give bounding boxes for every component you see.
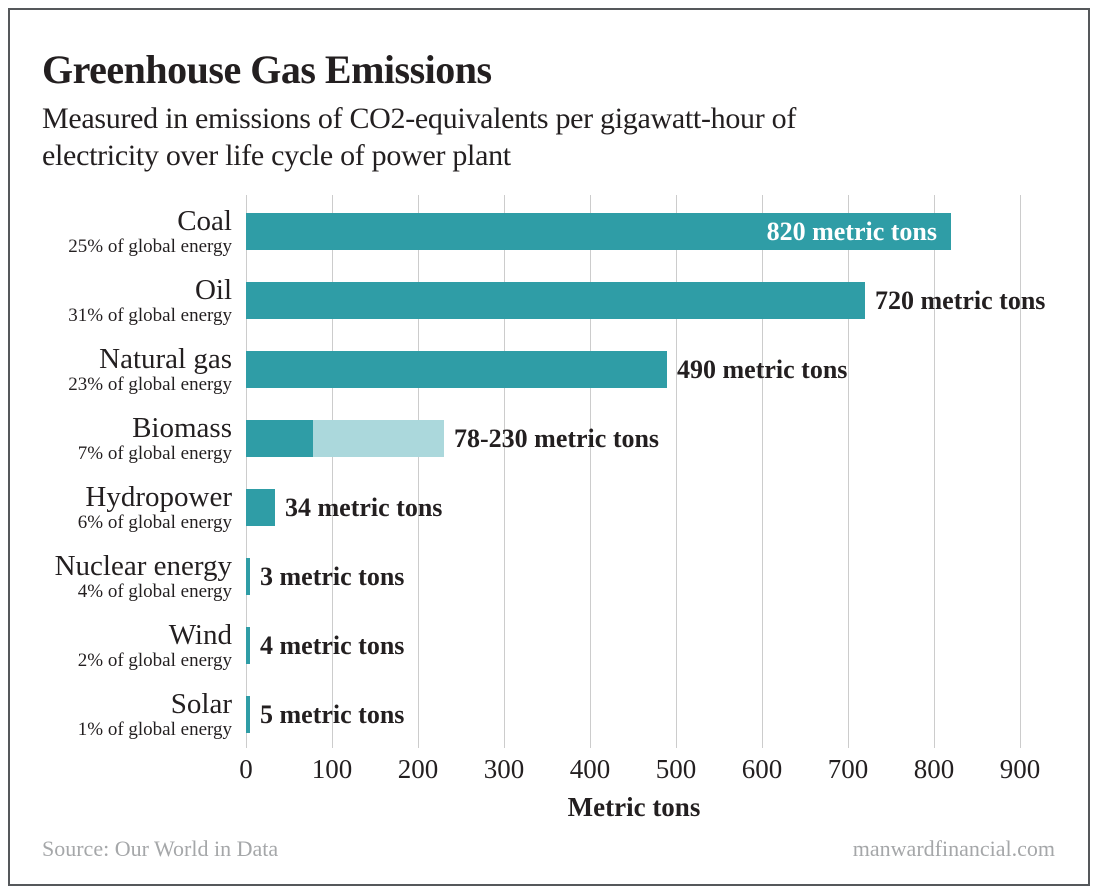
gridline-0 <box>246 195 247 748</box>
bar-nuclear-energy <box>246 558 250 595</box>
gridline-200 <box>418 195 419 748</box>
x-tick-label-200: 200 <box>397 754 439 784</box>
bar-range-min-segment <box>246 420 313 457</box>
gridline-900 <box>1020 195 1021 748</box>
x-tick-label-500: 500 <box>655 754 697 784</box>
bar-row-wind: Wind 2% of global energy 4 metric tons <box>10 611 1088 680</box>
bar-natural-gas <box>246 351 667 388</box>
x-tick-label-400: 400 <box>569 754 611 784</box>
gridline-400 <box>590 195 591 748</box>
bar-row-coal: Coal 25% of global energy 820 metric tons <box>10 197 1088 266</box>
bar-category-label: Biomass <box>132 411 232 444</box>
bar-row-nuclear-energy: Nuclear energy 4% of global energy 3 metri… <box>10 542 1088 611</box>
x-tick-label-100: 100 <box>311 754 353 784</box>
bar-category-sublabel: 7% of global energy <box>77 442 232 464</box>
chart-title: Greenhouse Gas Emissions <box>42 47 492 92</box>
chart-subtitle: Measured in emissions of CO2-equivalents… <box>42 100 796 174</box>
bar-value-label: 4 metric tons <box>260 631 405 660</box>
bar-category-label: Solar <box>170 687 232 720</box>
bar-row-natural-gas: Natural gas 23% of global energy 490 metri… <box>10 335 1088 404</box>
bar-row-biomass: Biomass 7% of global energy 78-230 metric … <box>10 404 1088 473</box>
bar-category-sublabel: 23% of global energy <box>68 373 232 395</box>
bar-value-label: 5 metric tons <box>260 700 405 729</box>
bar-category-sublabel: 1% of global energy <box>77 718 232 740</box>
chart-frame: Greenhouse Gas Emissions Measured in emi… <box>8 8 1090 886</box>
bar-oil <box>246 282 865 319</box>
bar-hydropower <box>246 489 275 526</box>
plot-gridlines <box>246 195 1022 748</box>
bar-rows: Coal 25% of global energy 820 metric tons O… <box>10 197 1088 749</box>
bar-category-label-box: Solar 1% of global energy <box>10 680 232 749</box>
x-tick-label-600: 600 <box>741 754 783 784</box>
gridline-300 <box>504 195 505 748</box>
source-note: Source: Our World in Data <box>42 836 279 861</box>
x-tick-label-900: 900 <box>999 754 1041 784</box>
bar-row-hydropower: Hydropower 6% of global energy 34 metric t… <box>10 473 1088 542</box>
bar-category-label: Wind <box>168 618 232 651</box>
bar-category-sublabel: 6% of global energy <box>77 511 232 533</box>
gridline-500 <box>676 195 677 748</box>
website-credit: manwardfinancial.com <box>852 836 1055 861</box>
bar-category-sublabel: 2% of global energy <box>77 649 232 671</box>
bar-category-label: Natural gas <box>99 342 232 375</box>
x-tick-label-0: 0 <box>239 754 253 784</box>
chart-subtitle-line-1: Measured in emissions of CO2-equivalents… <box>42 102 797 135</box>
bar-biomass <box>246 420 444 457</box>
bar-category-label-box: Nuclear energy 4% of global energy <box>10 542 232 611</box>
bar-category-sublabel: 25% of global energy <box>68 235 232 257</box>
bar-value-label: 3 metric tons <box>260 562 405 591</box>
bar-value-label: 490 metric tons <box>677 355 848 384</box>
bar-category-label-box: Coal 25% of global energy <box>10 197 232 266</box>
gridline-800 <box>934 195 935 748</box>
bar-category-label: Coal <box>177 204 232 237</box>
bar-coal: 820 metric tons <box>246 213 951 250</box>
bar-category-sublabel: 4% of global energy <box>77 580 232 602</box>
chart-subtitle-line-2: electricity over life cycle of power pla… <box>42 139 511 172</box>
bar-category-label-box: Hydropower 6% of global energy <box>10 473 232 542</box>
bar-category-label-box: Wind 2% of global energy <box>10 611 232 680</box>
bar-row-oil: Oil 31% of global energy 720 metric tons <box>10 266 1088 335</box>
bar-category-label-box: Oil 31% of global energy <box>10 266 232 335</box>
gridline-100 <box>332 195 333 748</box>
bar-solar <box>246 696 250 733</box>
bar-value-label: 720 metric tons <box>875 286 1046 315</box>
x-tick-label-300: 300 <box>483 754 525 784</box>
bar-category-label-box: Biomass 7% of global energy <box>10 404 232 473</box>
x-tick-label-700: 700 <box>827 754 869 784</box>
bar-category-sublabel: 31% of global energy <box>68 304 232 326</box>
bar-category-label: Nuclear energy <box>54 549 232 582</box>
bar-category-label-box: Natural gas 23% of global energy <box>10 335 232 404</box>
gridline-700 <box>848 195 849 748</box>
bar-wind <box>246 627 250 664</box>
bar-row-solar: Solar 1% of global energy 5 metric tons <box>10 680 1088 749</box>
x-axis-label: Metric tons <box>567 792 701 822</box>
bar-category-label: Hydropower <box>85 480 232 513</box>
bar-value-label: 78-230 metric tons <box>454 424 660 453</box>
bar-value-label: 34 metric tons <box>285 493 443 522</box>
x-tick-label-800: 800 <box>913 754 955 784</box>
bar-value-label: 820 metric tons <box>766 217 937 246</box>
bar-category-label: Oil <box>194 273 232 306</box>
gridline-600 <box>762 195 763 748</box>
